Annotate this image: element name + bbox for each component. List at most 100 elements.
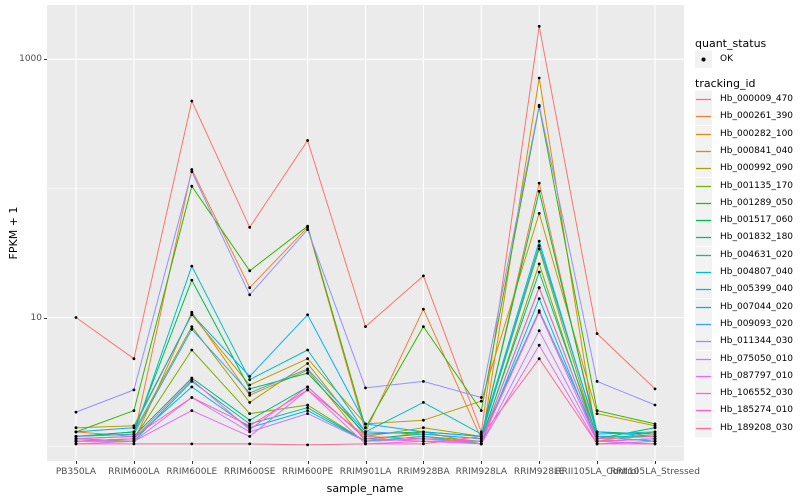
data-point (595, 332, 599, 335)
data-point (306, 228, 309, 232)
legend-item-label: Hb_001289_050 (720, 197, 794, 208)
data-point (653, 435, 657, 438)
line-key-icon (695, 367, 712, 385)
line-key-icon (695, 91, 712, 108)
legend-item-label: Hb_004807_040 (720, 267, 794, 277)
data-point (248, 375, 252, 378)
x-tick-mark (539, 461, 541, 464)
line-key-icon (695, 246, 712, 264)
data-point (190, 385, 194, 389)
y-tick-mark (44, 59, 47, 61)
data-point (248, 428, 252, 432)
legend-item: Hb_004807_040 (695, 264, 800, 281)
data-point (537, 297, 541, 300)
data-point (364, 325, 367, 328)
legend-item-label: Hb_087797_010 (720, 370, 794, 381)
data-point (306, 357, 309, 361)
data-point (479, 442, 483, 446)
y-tick-label: 1000 (19, 54, 42, 65)
legend-item: Hb_000282_100 (695, 125, 800, 143)
x-tick-label: RRIM928LE (513, 467, 565, 477)
data-point (422, 401, 425, 404)
legend-item: Hb_075050_010 (695, 350, 800, 368)
data-point (190, 99, 194, 103)
y-tick-mark (44, 317, 47, 319)
data-point (248, 418, 252, 422)
x-tick-label: RRIM928LA (455, 467, 508, 477)
data-point (537, 244, 541, 248)
data-point (132, 409, 136, 412)
data-point (364, 435, 367, 438)
data-point (653, 439, 657, 443)
data-point (422, 307, 425, 311)
data-point (190, 312, 194, 316)
data-point (422, 274, 425, 278)
data-point (653, 430, 657, 434)
data-point (190, 184, 194, 188)
data-point (653, 426, 657, 430)
x-axis-title: sample_name (326, 482, 404, 495)
legend-item-label: Hb_185274_010 (720, 405, 794, 416)
legend-item-label: OK (720, 54, 733, 64)
y-axis-title: FPKM + 1 (7, 206, 20, 260)
data-point (364, 430, 367, 434)
legend-item: Hb_106552_030 (695, 385, 800, 403)
data-point (248, 383, 252, 387)
data-point (132, 442, 136, 446)
data-point (595, 442, 599, 446)
data-point (595, 380, 599, 383)
data-point (306, 362, 309, 365)
data-point (595, 435, 599, 438)
line-key-icon (695, 402, 712, 420)
data-point (537, 24, 541, 28)
legend-item-label: Hb_000282_100 (720, 128, 794, 139)
data-point (132, 435, 136, 438)
line-key-icon (695, 177, 712, 195)
legend-item-label: Hb_001135_170 (720, 180, 794, 191)
data-point (190, 310, 194, 314)
data-point (422, 380, 425, 383)
data-point (479, 396, 483, 399)
legend-item: Hb_185274_010 (695, 402, 800, 420)
data-point (653, 437, 657, 441)
data-point (479, 409, 483, 412)
data-point (74, 437, 78, 441)
data-point (74, 442, 78, 446)
data-point (248, 442, 252, 446)
legend-item: Hb_000009_470 (695, 91, 800, 108)
data-point (132, 430, 136, 434)
data-point (306, 224, 309, 228)
x-tick-mark (597, 461, 599, 464)
data-point (364, 439, 367, 443)
data-point (422, 439, 425, 443)
data-point (422, 418, 425, 422)
data-point (422, 442, 425, 446)
data-point (132, 437, 136, 441)
data-point (306, 313, 309, 317)
data-point (422, 426, 425, 430)
data-point (479, 435, 483, 438)
data-point (537, 262, 541, 266)
data-point (306, 348, 309, 352)
data-point (537, 357, 541, 361)
line-key-icon (695, 194, 712, 212)
legend-item: Hb_000841_040 (695, 142, 800, 160)
data-point (364, 426, 367, 430)
x-tick-label: RRIM600PE (281, 467, 334, 477)
data-point (190, 325, 194, 328)
data-point (479, 432, 483, 436)
line-key-icon (695, 333, 712, 351)
line-key-icon (695, 315, 712, 333)
line-key-icon (695, 419, 712, 437)
legend-item: Hb_007044_020 (695, 298, 800, 316)
legend-item-label: Hb_106552_030 (720, 388, 794, 399)
data-point (248, 378, 252, 382)
legend-title-tracking-id: tracking_id (695, 77, 756, 90)
data-point (248, 293, 252, 297)
data-point (190, 348, 194, 352)
data-point (364, 432, 367, 436)
data-point (190, 409, 194, 412)
data-point (74, 439, 78, 443)
legend-item: Hb_001289_050 (695, 194, 800, 212)
